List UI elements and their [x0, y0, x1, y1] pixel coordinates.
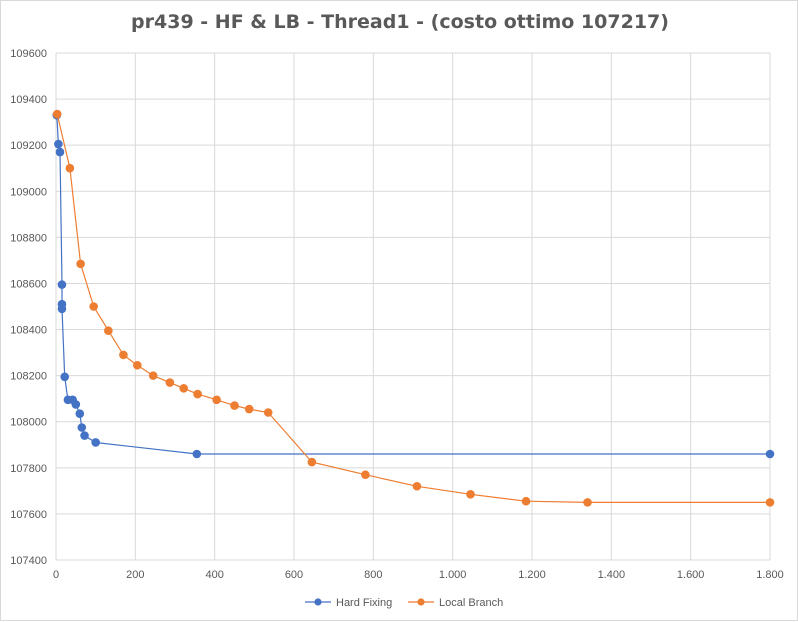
x-tick-label: 600	[285, 569, 303, 581]
data-point	[55, 147, 65, 157]
data-point	[148, 371, 158, 380]
data-point	[466, 490, 475, 499]
data-point	[412, 481, 422, 491]
chart-title: pr439 - HF & LB - Thread1 - (costo ottim…	[131, 11, 669, 33]
x-tick-label: 1.800	[756, 569, 784, 581]
x-tick-label: 1.200	[518, 569, 546, 581]
legend: Hard Fixing Local Branch	[305, 597, 503, 609]
x-tick-label: 1.000	[439, 569, 467, 581]
data-point	[244, 404, 254, 414]
data-point	[133, 360, 142, 370]
legend-item: Hard Fixing	[305, 597, 392, 609]
series-line	[56, 115, 770, 455]
series-layer	[52, 109, 775, 507]
legend-label: Hard Fixing	[336, 597, 392, 609]
data-point	[65, 163, 75, 173]
data-point	[165, 378, 175, 387]
data-point	[75, 409, 85, 418]
data-point	[52, 109, 62, 119]
y-tick-label: 109400	[10, 94, 47, 106]
series-1	[52, 109, 775, 507]
data-point	[212, 395, 221, 405]
data-point	[765, 449, 775, 459]
legend-label: Local Branch	[439, 597, 503, 609]
y-tick-label: 109000	[10, 186, 47, 198]
y-tick-label: 109600	[10, 48, 47, 60]
data-point	[80, 431, 89, 440]
data-point	[91, 438, 100, 447]
data-point	[179, 384, 189, 393]
y-tick-label: 108000	[10, 417, 47, 429]
y-tick-label: 107600	[10, 509, 47, 521]
y-tick-label: 109200	[10, 140, 47, 152]
x-tick-label: 0	[53, 569, 59, 581]
data-point	[193, 389, 202, 399]
data-point	[71, 400, 81, 409]
data-point	[583, 498, 592, 507]
y-tick-label: 107800	[10, 463, 47, 475]
data-point	[192, 449, 202, 459]
x-tick-label: 1.400	[598, 569, 626, 581]
data-point	[307, 457, 317, 467]
legend-swatch-marker	[417, 598, 425, 606]
legend-swatch-marker	[314, 598, 322, 606]
data-point	[263, 408, 273, 417]
axis-ticks: 107400 107600 107800 108000 108200 108400 1086…	[10, 48, 783, 581]
data-point	[521, 496, 531, 506]
data-point	[57, 280, 67, 289]
data-point	[119, 350, 128, 360]
data-point	[230, 401, 239, 410]
data-point	[76, 259, 85, 269]
x-tick-label: 800	[364, 569, 382, 581]
series-0	[52, 110, 775, 459]
x-tick-label: 200	[126, 569, 144, 581]
data-point	[361, 470, 370, 480]
data-point	[104, 326, 113, 335]
grid-lines	[55, 52, 771, 561]
x-tick-label: 400	[205, 569, 223, 581]
data-point	[54, 139, 63, 149]
series-line	[56, 113, 770, 503]
data-point	[57, 304, 67, 314]
y-tick-label: 108600	[10, 278, 47, 290]
y-tick-label: 108200	[10, 371, 47, 383]
data-point	[89, 302, 98, 311]
data-point	[60, 372, 70, 382]
data-point	[77, 423, 87, 432]
x-tick-label: 1.600	[677, 569, 705, 581]
data-point	[765, 498, 775, 507]
y-tick-label: 108400	[10, 325, 47, 337]
y-tick-label: 108800	[10, 232, 47, 244]
legend-item: Local Branch	[408, 597, 503, 609]
y-tick-label: 107400	[10, 555, 47, 567]
